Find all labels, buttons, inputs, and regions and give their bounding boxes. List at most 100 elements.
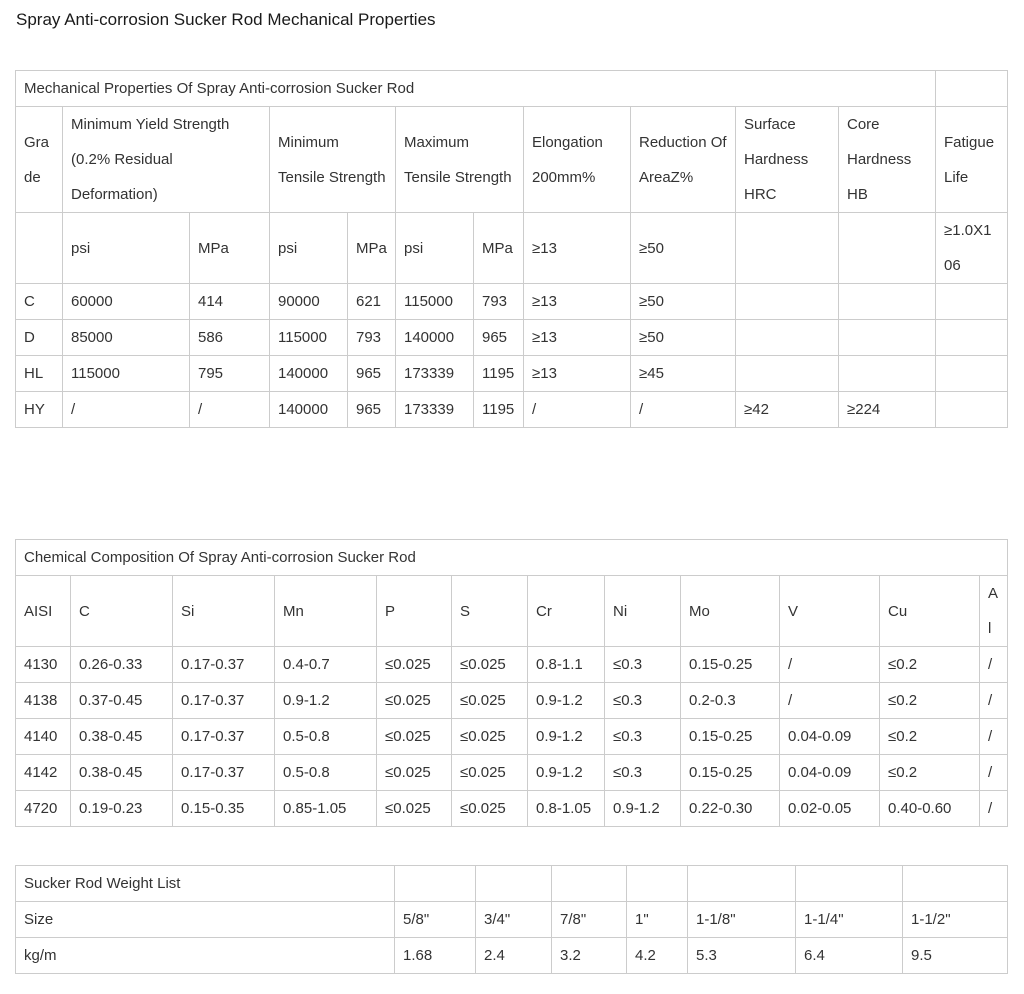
table-cell: ≥13 <box>523 355 631 392</box>
table-cell: 965 <box>473 319 524 356</box>
table-cell: ≤0.025 <box>376 718 452 755</box>
table-cell: 0.19-0.23 <box>70 790 173 827</box>
table-cell: 0.9-1.2 <box>527 754 605 791</box>
table-cell: 0.04-0.09 <box>779 754 880 791</box>
table-cell: / <box>978 790 1009 827</box>
table-cell: psi <box>269 212 348 284</box>
table-cell: 90000 <box>269 283 348 320</box>
table-cell: ≤0.2 <box>879 754 980 791</box>
table-cell: 0.37-0.45 <box>70 682 173 719</box>
table-cell: 1-1/4" <box>795 901 903 938</box>
table-cell: ≤0.2 <box>879 682 980 719</box>
table-cell: Ni <box>604 575 681 647</box>
table-cell: ≥50 <box>630 212 736 284</box>
table-cell: 965 <box>347 391 396 428</box>
table-cell: 0.9-1.2 <box>604 790 681 827</box>
table-cell: 0.26-0.33 <box>70 646 173 683</box>
table-cell: Mn <box>274 575 377 647</box>
table-cell: 0.40-0.60 <box>879 790 980 827</box>
table-cell: 793 <box>473 283 524 320</box>
table-cell: 0.38-0.45 <box>70 754 173 791</box>
table-row: psi MPa psi MPa psi MPa ≥13 ≥50 ≥1.0X106 <box>15 212 1008 284</box>
table-cell: AISI <box>15 575 71 647</box>
table-cell <box>735 283 839 320</box>
table-cell: 0.5-0.8 <box>274 718 377 755</box>
table-cell: 0.8-1.05 <box>527 790 605 827</box>
table-cell: 0.15-0.35 <box>172 790 275 827</box>
table-row: C 60000 414 90000 621 115000 793 ≥13 ≥50 <box>15 283 1008 320</box>
table-cell: V <box>779 575 880 647</box>
table-cell: D <box>15 319 63 356</box>
table-cell: Surface Hardness HRC <box>735 106 839 213</box>
table-row: 4140 0.38-0.45 0.17-0.37 0.5-0.8 ≤0.025 ≤0.02… <box>15 718 1009 755</box>
table-cell: 0.2-0.3 <box>680 682 780 719</box>
table-cell: 0.85-1.05 <box>274 790 377 827</box>
table-row: 4130 0.26-0.33 0.17-0.37 0.4-0.7 ≤0.025 ≤0.02… <box>15 646 1009 683</box>
table-cell <box>795 865 903 902</box>
table-cell: ≤0.025 <box>451 754 528 791</box>
table-cell: 1195 <box>473 391 524 428</box>
table-title: Mechanical Properties Of Spray Anti-corr… <box>15 70 936 107</box>
table-cell <box>687 865 796 902</box>
table-cell <box>838 319 936 356</box>
table-cell: 965 <box>347 355 396 392</box>
table-cell: / <box>62 391 190 428</box>
table-cell: 0.9-1.2 <box>527 718 605 755</box>
table-cell: ≤0.025 <box>451 646 528 683</box>
table-cell: 4140 <box>15 718 71 755</box>
table-cell: HY <box>15 391 63 428</box>
table-cell: Al <box>978 575 1009 647</box>
table-cell: ≤0.3 <box>604 754 681 791</box>
table-cell: ≥13 <box>523 212 631 284</box>
table-cell: 4720 <box>15 790 71 827</box>
table-cell <box>394 865 476 902</box>
table-cell: ≤0.025 <box>451 718 528 755</box>
table-cell: MPa <box>347 212 396 284</box>
table-cell: Minimum Tensile Strength <box>269 106 396 213</box>
table-cell: 0.17-0.37 <box>172 682 275 719</box>
table-cell: ≥45 <box>630 355 736 392</box>
table-row: 4720 0.19-0.23 0.15-0.35 0.85-1.05 ≤0.025 ≤0.… <box>15 790 1009 827</box>
table-cell <box>735 319 839 356</box>
table-cell <box>902 865 1008 902</box>
table-cell: Reduction Of AreaZ% <box>630 106 736 213</box>
table-cell <box>935 391 1008 428</box>
table-cell: MPa <box>189 212 270 284</box>
page-title: Spray Anti-corrosion Sucker Rod Mechanic… <box>16 10 436 29</box>
table-row: D 85000 586 115000 793 140000 965 ≥13 ≥50 <box>15 319 1008 356</box>
table-cell: ≥50 <box>630 283 736 320</box>
table-cell: ≤0.3 <box>604 718 681 755</box>
table-cell: 60000 <box>62 283 190 320</box>
table-cell: Core Hardness HB <box>838 106 936 213</box>
table-cell: ≥13 <box>523 283 631 320</box>
table-cell: C <box>70 575 173 647</box>
table-cell: ≤0.025 <box>376 646 452 683</box>
table-cell: ≤0.2 <box>879 646 980 683</box>
table-cell: 586 <box>189 319 270 356</box>
table-cell: 0.9-1.2 <box>527 682 605 719</box>
table-row: Grade Minimum Yield Strength (0.2% Residu… <box>15 106 1008 213</box>
table-cell: 140000 <box>269 355 348 392</box>
table-cell: 7/8" <box>551 901 627 938</box>
table-row: Sucker Rod Weight List <box>15 865 1008 902</box>
table-row: kg/m 1.68 2.4 3.2 4.2 5.3 6.4 9.5 <box>15 937 1008 974</box>
table-row: HY //140000 965 173339 1195// ≥42 ≥224 <box>15 391 1008 428</box>
table-cell: 0.15-0.25 <box>680 754 780 791</box>
table-cell: ≤0.025 <box>376 682 452 719</box>
table-cell: S <box>451 575 528 647</box>
table-cell: 0.5-0.8 <box>274 754 377 791</box>
mechanical-properties-table: Mechanical Properties Of Spray Anti-corr… <box>15 70 1008 428</box>
table-cell: ≥42 <box>735 391 839 428</box>
table-cell: / <box>779 646 880 683</box>
table-cell <box>935 283 1008 320</box>
table-cell: MPa <box>473 212 524 284</box>
table-cell: psi <box>395 212 474 284</box>
table-cell: 4.2 <box>626 937 688 974</box>
table-cell: C <box>15 283 63 320</box>
table-cell: ≤0.025 <box>451 790 528 827</box>
table-cell: Maximum Tensile Strength <box>395 106 524 213</box>
table-cell: 1-1/8" <box>687 901 796 938</box>
table-cell <box>935 319 1008 356</box>
table-cell: 4142 <box>15 754 71 791</box>
table-cell: 793 <box>347 319 396 356</box>
